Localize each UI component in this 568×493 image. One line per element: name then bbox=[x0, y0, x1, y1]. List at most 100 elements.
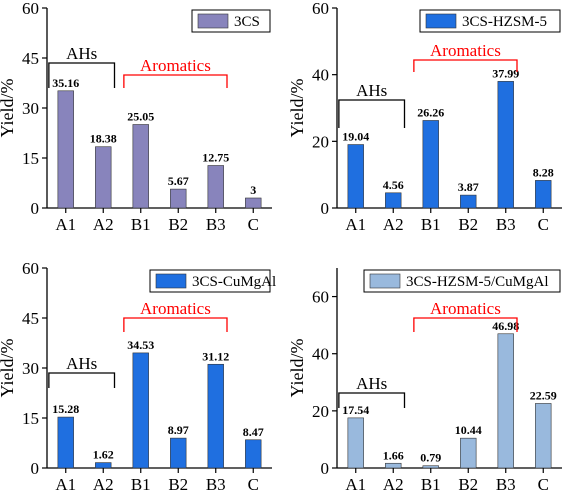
x-tick-label: A2 bbox=[93, 475, 114, 493]
bar-A2 bbox=[385, 462, 402, 469]
bar-B3 bbox=[207, 165, 224, 209]
group-label: Aromatics bbox=[140, 56, 211, 75]
bar-B1 bbox=[132, 124, 149, 209]
group-bracket bbox=[413, 59, 518, 72]
y-tick-label: 60 bbox=[312, 0, 329, 18]
legend-label: 3CS-HZSM-5/CuMgAl bbox=[406, 274, 549, 290]
chart-panel-4: 0 20 40 60 Yield/% 17.54 A1 1.66 A2 0.79 B1 10.44 B2… bbox=[287, 268, 562, 493]
value-label: 15.28 bbox=[52, 402, 79, 416]
bar-B3 bbox=[497, 81, 514, 209]
bar-B1 bbox=[132, 352, 149, 469]
x-tick-label: B3 bbox=[496, 215, 516, 234]
value-label: 18.38 bbox=[90, 132, 117, 146]
legend-swatch bbox=[425, 13, 457, 29]
y-tick-label: 30 bbox=[22, 99, 39, 118]
bar-A2 bbox=[95, 146, 112, 209]
x-tick-label: B2 bbox=[458, 215, 478, 234]
value-label: 35.16 bbox=[52, 76, 79, 90]
value-label: 10.44 bbox=[455, 423, 482, 437]
bar-B1 bbox=[422, 465, 439, 469]
value-label: 25.05 bbox=[127, 110, 154, 124]
value-label: 22.59 bbox=[530, 388, 557, 402]
x-tick-label: B1 bbox=[131, 215, 151, 234]
x-tick-label: A1 bbox=[55, 475, 76, 493]
y-tick-label: 45 bbox=[22, 309, 39, 328]
y-tick-label: 20 bbox=[312, 402, 329, 421]
x-tick-label: A1 bbox=[55, 215, 76, 234]
chart-panel-3: 0 15 30 45 60 Yield/% 15.28 A1 1.62 A2 34.53 B1 8.97… bbox=[0, 259, 276, 493]
y-axis-label: Yield/% bbox=[0, 339, 17, 398]
x-tick-label: A2 bbox=[383, 215, 404, 234]
x-tick-label: B2 bbox=[458, 475, 478, 493]
value-label: 46.98 bbox=[492, 319, 519, 333]
legend-label: 3CS-CuMgAl bbox=[192, 274, 276, 290]
x-tick-label: B3 bbox=[496, 475, 516, 493]
y-axis-label: Yield/% bbox=[287, 79, 307, 138]
x-tick-label: C bbox=[248, 475, 259, 493]
bar-A1 bbox=[57, 90, 74, 209]
group-bracket bbox=[48, 62, 116, 88]
bar-C bbox=[245, 197, 262, 209]
bar-C bbox=[245, 439, 262, 469]
group-bracket bbox=[338, 99, 406, 128]
x-tick-label: B1 bbox=[421, 215, 441, 234]
group-label: Aromatics bbox=[430, 41, 501, 60]
group-bracket bbox=[338, 392, 406, 408]
y-axis-label: Yield/% bbox=[287, 339, 307, 398]
bar-A1 bbox=[57, 416, 74, 469]
bar-A2 bbox=[385, 192, 402, 209]
x-tick-label: A1 bbox=[345, 475, 366, 493]
x-tick-label: A2 bbox=[383, 475, 404, 493]
bar-C bbox=[535, 403, 552, 469]
chart-panel-1: 0 15 30 45 60 Yield/% 35.16 A1 18.38 A2 25.05 B1 5.6… bbox=[0, 0, 272, 234]
legend: 3CS-HZSM-5 bbox=[419, 9, 561, 33]
y-tick-label: 0 bbox=[321, 459, 330, 478]
legend: 3CS bbox=[191, 9, 271, 33]
value-label: 1.66 bbox=[383, 448, 404, 462]
legend-label: 3CS-HZSM-5 bbox=[462, 14, 547, 30]
value-label: 34.53 bbox=[127, 338, 154, 352]
bar-B2 bbox=[460, 194, 477, 209]
bar-A1 bbox=[347, 144, 364, 209]
y-tick-label: 45 bbox=[22, 49, 39, 68]
y-tick-label: 60 bbox=[22, 259, 39, 278]
x-tick-label: B3 bbox=[206, 475, 226, 493]
x-tick-label: B1 bbox=[131, 475, 151, 493]
value-label: 26.26 bbox=[417, 105, 444, 119]
y-tick-label: 0 bbox=[31, 459, 40, 478]
bar-B2 bbox=[460, 437, 477, 469]
y-tick-label: 60 bbox=[22, 0, 39, 18]
value-label: 5.67 bbox=[168, 174, 189, 188]
y-tick-label: 40 bbox=[312, 345, 329, 364]
y-tick-label: 0 bbox=[31, 199, 40, 218]
legend: 3CS-CuMgAl bbox=[149, 269, 276, 293]
value-label: 12.75 bbox=[202, 151, 229, 165]
group-label: AHs bbox=[66, 354, 97, 373]
value-label: 1.62 bbox=[93, 448, 114, 462]
bar-A2 bbox=[95, 462, 112, 469]
y-tick-label: 20 bbox=[312, 132, 329, 151]
group-bracket bbox=[123, 74, 228, 88]
value-label: 19.04 bbox=[342, 130, 369, 144]
legend-swatch bbox=[369, 273, 401, 289]
group-bracket bbox=[123, 317, 228, 332]
bar-B2 bbox=[170, 188, 187, 209]
bar-B3 bbox=[497, 333, 514, 469]
bar-B2 bbox=[170, 437, 187, 469]
bar-C bbox=[535, 180, 552, 209]
x-tick-label: C bbox=[538, 475, 549, 493]
x-tick-label: B2 bbox=[168, 215, 188, 234]
x-tick-label: B2 bbox=[168, 475, 188, 493]
value-label: 0.79 bbox=[420, 451, 441, 465]
bar-B1 bbox=[422, 120, 439, 209]
y-tick-label: 0 bbox=[321, 199, 330, 218]
y-tick-label: 15 bbox=[22, 409, 39, 428]
value-label: 17.54 bbox=[342, 403, 369, 417]
bar-A1 bbox=[347, 417, 364, 469]
value-label: 3 bbox=[250, 183, 256, 197]
x-tick-label: A1 bbox=[345, 215, 366, 234]
legend-swatch bbox=[197, 13, 229, 29]
value-label: 4.56 bbox=[383, 178, 404, 192]
group-label: AHs bbox=[66, 44, 97, 63]
